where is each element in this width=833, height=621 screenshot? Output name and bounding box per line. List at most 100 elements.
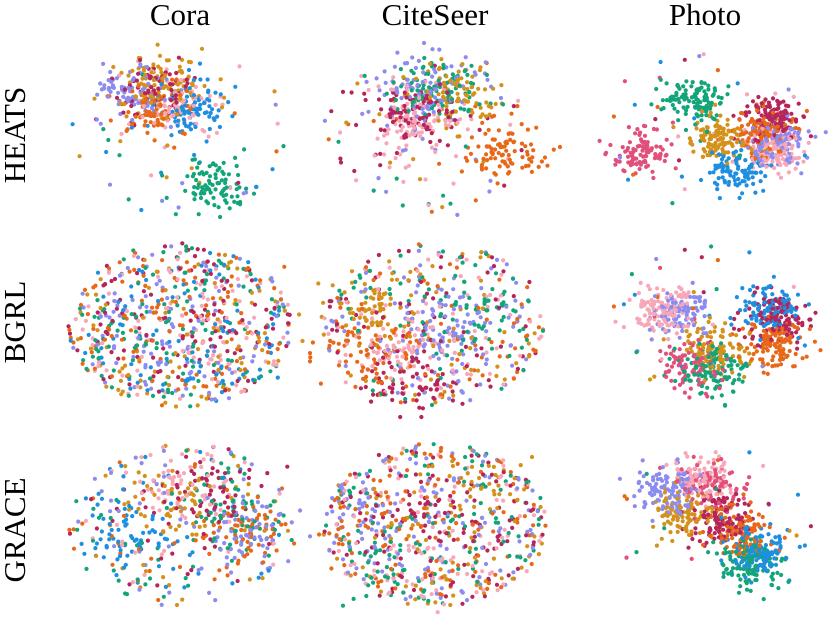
embedding-point: [431, 395, 436, 400]
embedding-point: [778, 175, 784, 180]
embedding-point: [700, 362, 705, 367]
embedding-point: [493, 156, 498, 161]
embedding-point: [154, 346, 159, 351]
embedding-point: [239, 311, 244, 316]
embedding-point: [451, 307, 456, 312]
embedding-point: [382, 128, 387, 133]
embedding-point: [476, 275, 481, 280]
embedding-point: [274, 149, 279, 154]
embedding-point: [252, 378, 257, 383]
embedding-point: [745, 139, 750, 144]
embedding-point: [468, 372, 473, 377]
embedding-point: [90, 513, 95, 518]
embedding-point: [667, 344, 672, 349]
embedding-point: [726, 128, 731, 133]
embedding-point: [201, 260, 206, 265]
embedding-point: [161, 394, 166, 399]
embedding-point: [189, 369, 194, 375]
embedding-point: [162, 244, 168, 249]
embedding-point: [408, 364, 413, 369]
embedding-point: [363, 287, 368, 292]
embedding-point: [671, 322, 676, 327]
embedding-point: [664, 152, 669, 157]
embedding-point: [666, 303, 671, 308]
embedding-point: [751, 181, 756, 186]
embedding-point: [450, 356, 455, 361]
embedding-point: [95, 298, 100, 303]
embedding-point: [729, 141, 734, 147]
embedding-point: [146, 88, 151, 93]
embedding-point: [465, 80, 470, 85]
embedding-point: [630, 158, 635, 163]
embedding-point: [173, 527, 178, 532]
embedding-point: [252, 302, 258, 307]
embedding-point: [226, 466, 231, 471]
embedding-point: [193, 286, 198, 291]
embedding-point: [124, 309, 129, 314]
embedding-point: [354, 122, 359, 128]
embedding-point: [236, 344, 241, 349]
embedding-point: [783, 141, 788, 147]
row-label: GRACE: [0, 477, 32, 582]
embedding-point: [204, 199, 209, 204]
embedding-point: [143, 119, 148, 124]
embedding-point: [724, 169, 729, 174]
embedding-point: [387, 360, 392, 365]
embedding-point: [793, 136, 798, 141]
embedding-point: [736, 355, 741, 360]
embedding-point: [525, 149, 530, 154]
embedding-point: [439, 57, 444, 62]
embedding-point: [363, 378, 368, 384]
embedding-point: [727, 375, 732, 380]
embedding-point: [786, 301, 791, 306]
embedding-point: [268, 310, 274, 315]
embedding-point: [192, 185, 197, 190]
embedding-point: [791, 94, 796, 99]
embedding-point: [742, 374, 747, 380]
embedding-point: [177, 365, 182, 370]
embedding-point: [412, 125, 417, 130]
embedding-point: [108, 509, 113, 514]
embedding-point: [716, 367, 721, 372]
embedding-point: [124, 128, 129, 133]
embedding-point: [262, 342, 268, 347]
embedding-point: [617, 159, 622, 164]
row-label: HEATS: [0, 87, 32, 183]
embedding-point: [175, 470, 180, 475]
embedding-point: [451, 326, 456, 331]
embedding-point: [513, 346, 518, 351]
embedding-point: [260, 576, 265, 581]
embedding-point: [387, 259, 392, 264]
embedding-point: [702, 314, 707, 319]
embedding-point: [121, 257, 126, 262]
embedding-point: [199, 303, 204, 308]
embedding-point: [121, 513, 127, 519]
embedding-point: [67, 327, 72, 332]
embedding-point: [747, 250, 752, 255]
embedding-point: [212, 544, 217, 549]
embedding-point: [115, 328, 120, 333]
embedding-point: [760, 357, 765, 362]
embedding-point: [285, 330, 290, 335]
embedding-point: [202, 110, 207, 116]
embedding-point: [456, 69, 461, 74]
embedding-point: [673, 378, 678, 384]
embedding-point: [400, 381, 405, 386]
embedding-point: [737, 372, 742, 377]
embedding-point: [692, 372, 697, 377]
embedding-point: [395, 390, 400, 395]
embedding-point: [676, 324, 681, 329]
embedding-point: [238, 368, 243, 373]
embedding-point: [431, 109, 436, 115]
embedding-point: [442, 277, 447, 282]
embedding-point: [649, 337, 654, 342]
embedding-point: [173, 284, 178, 289]
embedding-point: [679, 174, 685, 179]
embedding-point: [421, 122, 426, 127]
embedding-point: [773, 91, 778, 96]
embedding-point: [793, 166, 798, 171]
embedding-point: [453, 154, 459, 159]
embedding-point: [102, 337, 107, 342]
embedding-point: [215, 114, 220, 119]
embedding-point: [285, 302, 290, 307]
